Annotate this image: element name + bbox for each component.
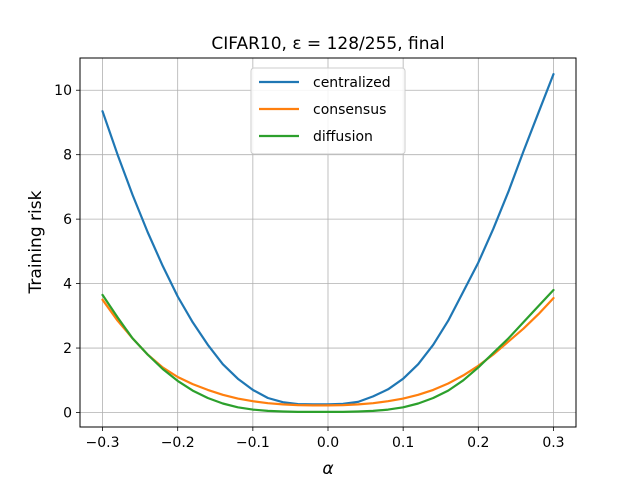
series-lines [101, 72, 555, 413]
legend: centralized consensus diffusion [250, 67, 406, 155]
legend-label-centralized: centralized [313, 75, 391, 91]
x-tick-label: −0.3 [86, 435, 120, 451]
y-tick-label: 2 [63, 341, 72, 357]
x-axis-label: α [322, 459, 333, 479]
series-line-consensus [101, 297, 555, 407]
y-tick-label: 4 [63, 277, 72, 293]
x-axis-ticks: −0.3 −0.2 −0.1 0.0 0.1 0.2 0.3 [86, 427, 565, 451]
x-tick-label: 0.3 [542, 435, 564, 451]
y-axis-ticks: 0 2 4 6 8 10 [54, 83, 80, 421]
legend-label-diffusion: diffusion [313, 129, 373, 145]
y-tick-label: 0 [63, 405, 72, 421]
y-tick-label: 8 [63, 148, 72, 164]
legend-frame [250, 67, 406, 155]
x-tick-label: −0.2 [161, 435, 195, 451]
y-axis-label: Training risk [26, 190, 46, 294]
x-tick-label: 0.0 [317, 435, 339, 451]
legend-label-consensus: consensus [313, 102, 386, 118]
x-tick-label: −0.1 [236, 435, 270, 451]
y-tick-label: 6 [63, 212, 72, 228]
chart-title: CIFAR10, ε = 128/255, final [211, 34, 444, 54]
series-line-diffusion [101, 288, 555, 413]
x-tick-label: 0.2 [467, 435, 489, 451]
y-tick-label: 10 [54, 83, 72, 99]
x-tick-label: 0.1 [392, 435, 414, 451]
